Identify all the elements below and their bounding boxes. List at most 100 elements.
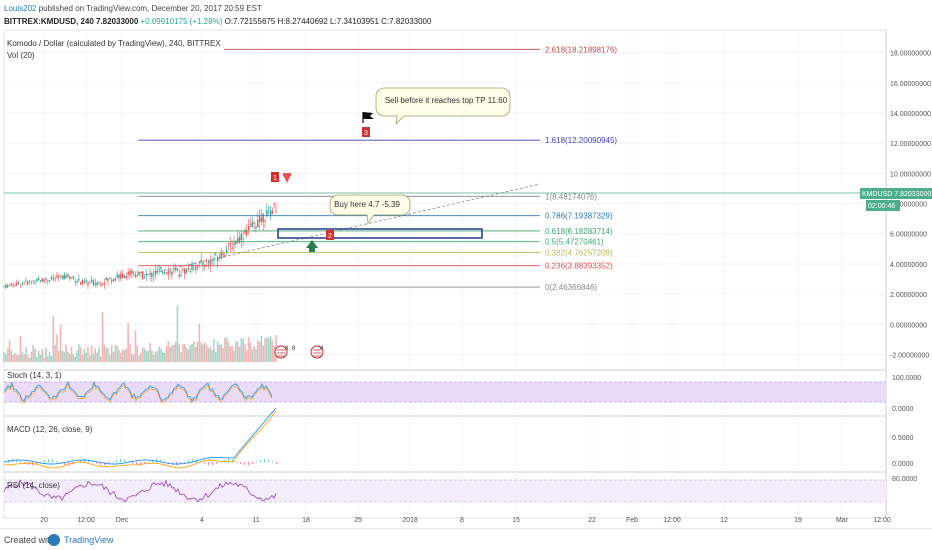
volume-bar xyxy=(92,353,95,362)
volume-bar xyxy=(26,354,29,362)
candle-body xyxy=(123,275,126,279)
macd-hist-bar xyxy=(240,462,242,464)
price-tick-label: 8.00000000 xyxy=(890,202,927,209)
candle-body xyxy=(83,281,86,283)
macd-hist-bar xyxy=(184,461,186,463)
buy-zone-box[interactable] xyxy=(277,228,483,239)
candle-body xyxy=(47,280,49,281)
volume-bar xyxy=(147,350,150,362)
candle-body xyxy=(242,238,244,240)
candle-body xyxy=(140,271,142,274)
fib-level-label: 2.618(18.21898176) xyxy=(545,45,617,54)
price-tick-label: 12.00000000 xyxy=(890,141,931,148)
candle-body xyxy=(264,220,266,222)
time-tick-label: 8 xyxy=(460,517,464,524)
trading-chart[interactable]: 2.618(18.21898176) 1.618(12.20090945) 1(8.… xyxy=(0,0,932,528)
price-tick-label: -2.00000000 xyxy=(890,352,929,359)
candle-body xyxy=(171,271,173,276)
fib-levels[interactable]: 2.618(18.21898176) 1.618(12.20090945) 1(8.… xyxy=(138,45,617,292)
volume-bar xyxy=(256,339,259,362)
tradingview-brand-link[interactable]: TradingView xyxy=(64,535,114,545)
volume-bar xyxy=(74,356,76,362)
candle-body xyxy=(63,274,65,280)
macd-hist-bar xyxy=(152,459,154,463)
macd-hist-bar xyxy=(92,461,94,463)
macd-hist-bar xyxy=(136,462,138,466)
arrow-up-icon xyxy=(306,240,318,252)
candles xyxy=(3,202,277,290)
event-icons[interactable]: 8 8 4 xyxy=(274,345,324,359)
candle-body xyxy=(184,268,186,274)
candle-body xyxy=(202,262,204,265)
candle-body xyxy=(85,280,87,283)
price-axis[interactable]: 18.00000000 16.00000000 14.00000000 12.0000… xyxy=(890,51,931,483)
fib-level-label: 0.618(6.18283714) xyxy=(545,227,613,236)
buy-note-bubble[interactable]: Buy here 4.7 -5.39 xyxy=(329,194,411,225)
candle-body xyxy=(70,277,73,279)
event-count-1: 8 xyxy=(285,346,289,352)
badge-price: 7.82033000 xyxy=(894,191,931,198)
candle-body xyxy=(54,278,56,280)
arrow-down-stem xyxy=(283,173,291,176)
volume-bar xyxy=(269,335,272,362)
macd-hist-bar xyxy=(260,459,262,463)
volume-bar xyxy=(156,350,159,362)
arrow-down-icon xyxy=(283,175,291,183)
volume-bar xyxy=(231,346,233,362)
macd-hist-bar xyxy=(216,462,218,465)
volume-bar xyxy=(138,355,140,362)
marker-1[interactable]: 1 xyxy=(271,172,279,182)
volume-bar xyxy=(196,341,199,362)
candle-body xyxy=(32,280,34,282)
volume-bar xyxy=(37,350,40,362)
candle-body xyxy=(204,266,206,267)
macd-hist-bar xyxy=(276,462,278,464)
time-axis[interactable]: 20 12:00 Dec 4 11 18 25 2018 8 15 22 Feb 12:00 12 19 Ma… xyxy=(40,517,891,524)
trend-line[interactable] xyxy=(139,183,541,277)
candle-body xyxy=(107,278,109,281)
volume-bar xyxy=(244,344,246,362)
volume-bar xyxy=(141,347,144,362)
footer: Created with TradingView xyxy=(0,528,932,550)
sell-note-bubble[interactable]: Sell before it reaches top TP 11.60 xyxy=(375,87,511,126)
candle-body xyxy=(163,271,166,273)
macd-hist-bar xyxy=(108,462,110,465)
marker-2-text: 2 xyxy=(328,233,332,240)
candle-body xyxy=(262,213,264,223)
candle-body xyxy=(185,268,188,273)
volume-bar xyxy=(41,349,44,362)
candle-body xyxy=(121,274,124,278)
candle-body xyxy=(14,285,16,286)
candle-body xyxy=(125,275,128,278)
volume-bar xyxy=(240,338,243,362)
volume-bars xyxy=(3,305,277,362)
volume-bar xyxy=(152,354,155,362)
volume-bar xyxy=(67,351,69,362)
volume-bar xyxy=(25,347,27,362)
volume-bar xyxy=(194,347,197,362)
volume-bar xyxy=(56,334,58,362)
volume-bar xyxy=(94,348,97,362)
time-tick-label: 12:00 xyxy=(873,517,891,524)
macd-hist-bar xyxy=(24,462,26,464)
macd-hist-bar xyxy=(252,462,254,465)
author-link[interactable]: Louis202 xyxy=(4,4,37,13)
marker-2[interactable]: 2 xyxy=(326,230,334,240)
volume-bar xyxy=(114,344,117,362)
candle-body xyxy=(224,254,226,256)
indicator-tick-label: 100.0000 xyxy=(892,375,921,382)
macd-hist-bar xyxy=(264,459,266,463)
macd-hist-bar xyxy=(20,460,22,463)
volume-bar xyxy=(125,348,128,362)
candle-body xyxy=(194,266,197,270)
volume-bar xyxy=(63,352,66,362)
flag-icon[interactable] xyxy=(362,112,374,123)
candle-body xyxy=(147,274,149,276)
candle-body xyxy=(255,226,257,229)
macd-hist-bar xyxy=(268,459,270,463)
marker-3[interactable]: 3 xyxy=(362,127,370,137)
macd-hist-bar xyxy=(116,459,118,463)
badge-countdown: 02:00:46 xyxy=(868,203,895,210)
candle-body xyxy=(156,270,159,272)
volume-bar xyxy=(3,351,5,362)
